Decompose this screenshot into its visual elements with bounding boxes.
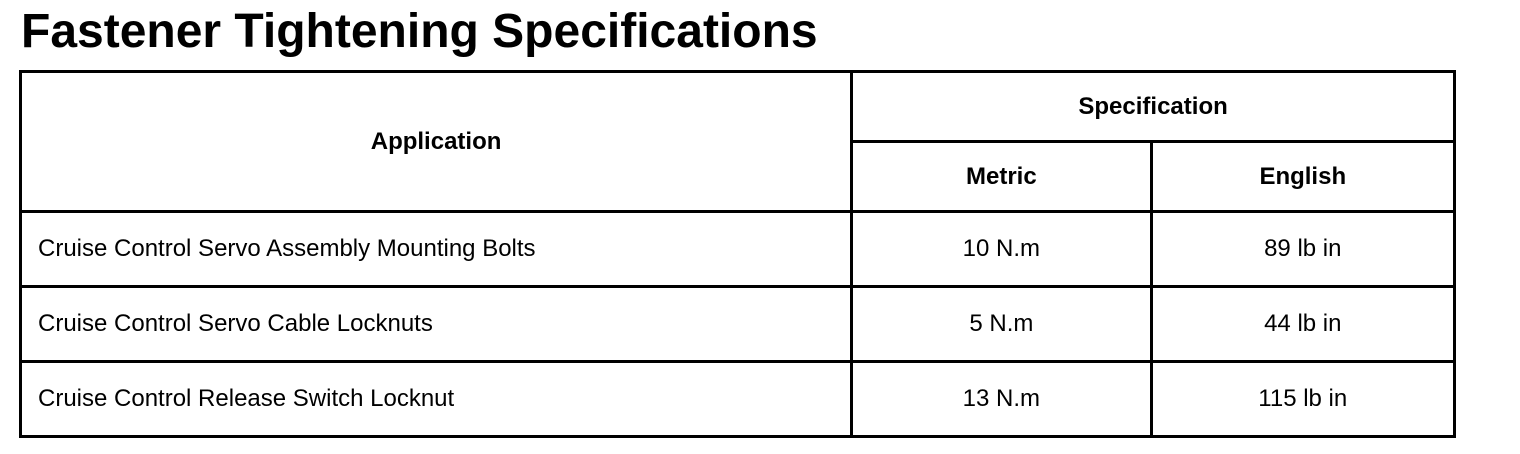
- table-row: Cruise Control Release Switch Locknut 13…: [18, 360, 1457, 438]
- specification-header: Specification: [850, 70, 1456, 143]
- metric-cell: 5 N.m: [850, 285, 1153, 363]
- application-header: Application: [18, 70, 854, 213]
- metric-cell: 13 N.m: [850, 360, 1153, 438]
- metric-cell: 10 N.m: [850, 210, 1153, 288]
- page-title: Fastener Tightening Specifications: [21, 5, 818, 58]
- english-cell: 115 lb in: [1149, 360, 1457, 438]
- table-row: Cruise Control Servo Cable Locknuts 5 N.…: [18, 285, 1457, 363]
- application-cell: Cruise Control Release Switch Locknut: [18, 360, 854, 438]
- english-cell: 44 lb in: [1149, 285, 1457, 363]
- table-row: Cruise Control Servo Assembly Mounting B…: [18, 210, 1457, 288]
- header-row: Application Specification: [18, 70, 1456, 213]
- application-cell: Cruise Control Servo Assembly Mounting B…: [18, 210, 854, 288]
- english-header: English: [1149, 140, 1457, 213]
- metric-header: Metric: [850, 140, 1153, 213]
- subheader-row: Metric English: [21, 140, 1457, 213]
- fastener-spec-table: Application Specification Metric English…: [18, 70, 1457, 438]
- application-cell: Cruise Control Servo Cable Locknuts: [18, 285, 854, 363]
- english-cell: 89 lb in: [1149, 210, 1457, 288]
